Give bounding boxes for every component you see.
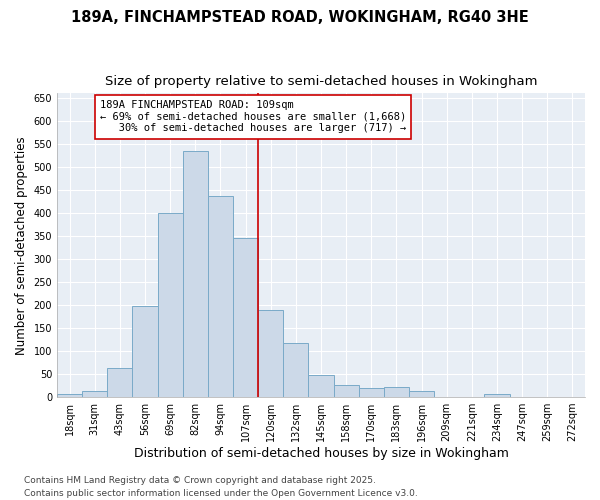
Bar: [233, 238, 258, 397]
Bar: [183, 151, 208, 397]
Bar: [82, 391, 107, 397]
Text: Contains HM Land Registry data © Crown copyright and database right 2025.
Contai: Contains HM Land Registry data © Crown c…: [24, 476, 418, 498]
X-axis label: Distribution of semi-detached houses by size in Wokingham: Distribution of semi-detached houses by …: [134, 447, 508, 460]
Bar: [258, 310, 283, 397]
Bar: [308, 376, 334, 397]
Bar: [359, 388, 384, 397]
Title: Size of property relative to semi-detached houses in Wokingham: Size of property relative to semi-detach…: [105, 75, 537, 88]
Bar: [484, 394, 509, 397]
Text: 189A FINCHAMPSTEAD ROAD: 109sqm
← 69% of semi-detached houses are smaller (1,668: 189A FINCHAMPSTEAD ROAD: 109sqm ← 69% of…: [100, 100, 406, 134]
Bar: [334, 384, 359, 397]
Y-axis label: Number of semi-detached properties: Number of semi-detached properties: [15, 136, 28, 354]
Bar: [107, 368, 133, 397]
Bar: [409, 391, 434, 397]
Bar: [384, 387, 409, 397]
Bar: [283, 343, 308, 397]
Bar: [158, 213, 183, 397]
Bar: [57, 394, 82, 397]
Text: 189A, FINCHAMPSTEAD ROAD, WOKINGHAM, RG40 3HE: 189A, FINCHAMPSTEAD ROAD, WOKINGHAM, RG4…: [71, 10, 529, 25]
Bar: [208, 196, 233, 397]
Bar: [133, 306, 158, 397]
